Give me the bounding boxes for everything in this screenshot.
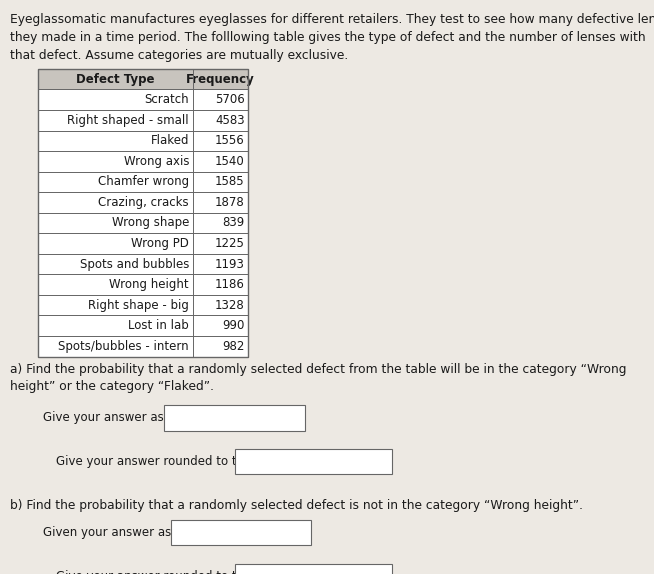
Text: Lost in lab: Lost in lab [128,319,189,332]
Text: a) Find the probability that a randomly selected defect from the table will be i: a) Find the probability that a randomly … [10,363,627,393]
Text: Frequency: Frequency [186,73,255,86]
Text: Wrong shape: Wrong shape [112,216,189,230]
Text: 1878: 1878 [215,196,245,209]
Text: 990: 990 [222,319,245,332]
Text: 839: 839 [222,216,245,230]
Text: Defect Type: Defect Type [76,73,155,86]
Text: Wrong height: Wrong height [109,278,189,291]
Text: Crazing, cracks: Crazing, cracks [98,196,189,209]
FancyBboxPatch shape [171,520,311,545]
FancyBboxPatch shape [164,405,305,430]
FancyBboxPatch shape [38,316,248,336]
Text: Spots and bubbles: Spots and bubbles [80,258,189,270]
Text: 1540: 1540 [215,155,245,168]
FancyBboxPatch shape [38,172,248,192]
Text: 1186: 1186 [215,278,245,291]
Text: 982: 982 [222,340,245,353]
Text: Wrong PD: Wrong PD [131,237,189,250]
Text: 1556: 1556 [215,134,245,148]
Text: Spots/bubbles - intern: Spots/bubbles - intern [58,340,189,353]
Text: 5706: 5706 [215,93,245,106]
FancyBboxPatch shape [38,336,248,356]
Text: Chamfer wrong: Chamfer wrong [98,176,189,188]
Text: Wrong axis: Wrong axis [124,155,189,168]
FancyBboxPatch shape [38,151,248,172]
FancyBboxPatch shape [38,213,248,233]
Text: Eyeglassomatic manufactures eyeglasses for different retailers. They test to see: Eyeglassomatic manufactures eyeglasses f… [10,13,654,61]
Point [189,353,197,360]
Text: 1328: 1328 [215,298,245,312]
FancyBboxPatch shape [38,192,248,213]
Text: Give your answer as a fraction.: Give your answer as a fraction. [43,412,227,424]
FancyBboxPatch shape [235,564,392,574]
FancyBboxPatch shape [38,254,248,274]
Text: Given your answer as a fraction.: Given your answer as a fraction. [43,526,235,539]
Text: 4583: 4583 [215,114,245,127]
Text: Give your answer rounded to three decimal places.: Give your answer rounded to three decima… [56,571,358,574]
FancyBboxPatch shape [38,110,248,130]
Text: 1225: 1225 [215,237,245,250]
FancyBboxPatch shape [38,69,248,90]
FancyBboxPatch shape [235,449,392,474]
Text: Right shape - big: Right shape - big [88,298,189,312]
Text: Give your answer rounded to three decimal places.: Give your answer rounded to three decima… [56,455,358,468]
Text: Right shaped - small: Right shaped - small [67,114,189,127]
Text: 1193: 1193 [215,258,245,270]
Text: b) Find the probability that a randomly selected defect is not in the category “: b) Find the probability that a randomly … [10,499,583,513]
Text: Scratch: Scratch [145,93,189,106]
Text: Flaked: Flaked [150,134,189,148]
FancyBboxPatch shape [38,130,248,151]
FancyBboxPatch shape [38,90,248,110]
Text: 1585: 1585 [215,176,245,188]
FancyBboxPatch shape [38,295,248,316]
FancyBboxPatch shape [38,233,248,254]
Point [189,65,197,72]
FancyBboxPatch shape [38,274,248,295]
